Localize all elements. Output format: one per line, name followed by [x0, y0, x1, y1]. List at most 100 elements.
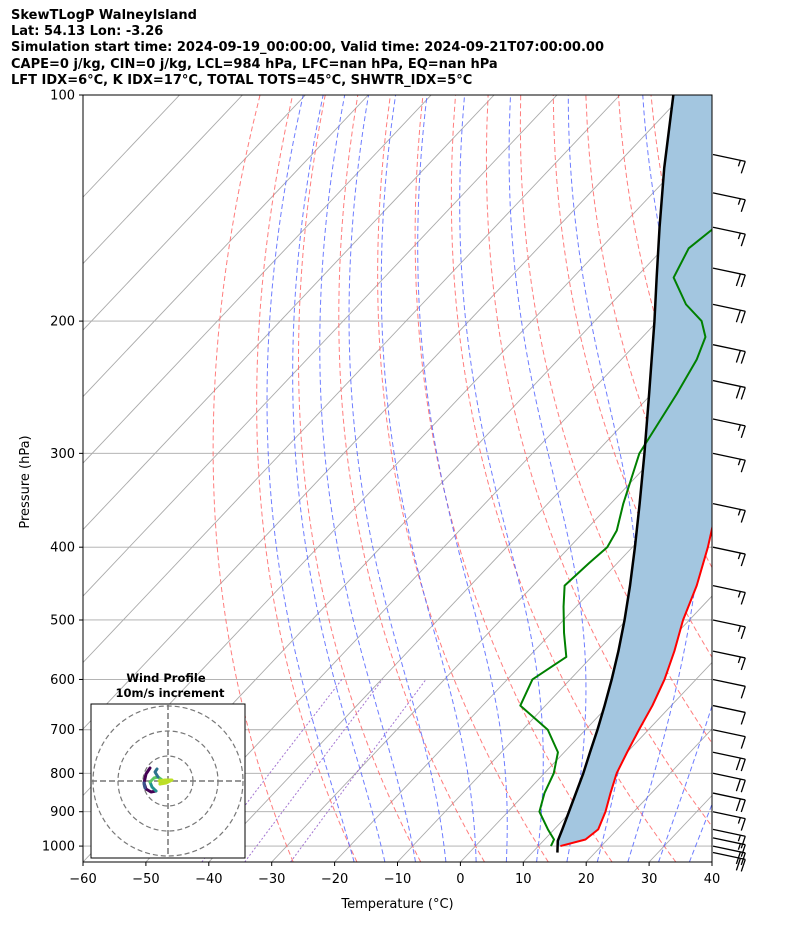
wind-barb-half-flag — [737, 424, 742, 432]
wind-barb — [712, 751, 746, 772]
isotherm-line — [83, 95, 369, 398]
wind-barb-staff — [712, 546, 746, 555]
x-tick-label: −60 — [69, 872, 96, 887]
wind-barb-flag — [740, 657, 746, 671]
wind-barb-staff — [712, 678, 746, 687]
inset-subtitle: 10m/s increment — [116, 686, 225, 700]
wind-barb — [712, 503, 746, 523]
isotherm-line — [585, 728, 712, 862]
wind-barb-staff — [712, 344, 746, 353]
wind-barb-half-flag — [737, 817, 742, 824]
isotherm-line — [145, 262, 712, 862]
isotherm-line — [711, 861, 712, 862]
isotherm-line — [83, 95, 558, 597]
wind-barb-flag — [740, 351, 746, 364]
y-tick-label: 800 — [50, 767, 75, 782]
wind-barb-staff — [712, 729, 746, 738]
wind-barb-flag — [740, 859, 746, 872]
wind-barb-flag — [740, 758, 746, 772]
wind-barb-staff — [712, 792, 746, 801]
wind-barb-flag — [740, 592, 746, 605]
wind-barb-staff — [712, 704, 746, 714]
wind-barb-staff — [712, 772, 746, 781]
wind-barb-staff — [712, 619, 746, 628]
x-axis-label: Temperature (°C) — [340, 897, 453, 912]
wind-barb-flag — [735, 386, 742, 399]
wind-barb-staff — [712, 503, 746, 512]
moist-adiabat-line — [688, 802, 712, 862]
isotherm-line — [83, 95, 684, 730]
x-tick-label: 30 — [641, 872, 658, 887]
wind-barb-flag — [740, 799, 746, 813]
wind-barb-flag — [740, 844, 746, 857]
inset-title: Wind Profile — [126, 671, 206, 685]
wind-barb-flag — [740, 425, 746, 439]
wind-barb-half-flag — [737, 625, 742, 633]
x-tick-label: 40 — [704, 872, 721, 887]
wind-barb-flag — [735, 858, 742, 871]
hodograph-segment — [142, 781, 147, 790]
x-tick-label: −40 — [195, 872, 222, 887]
moist-adiabat-line — [417, 95, 508, 862]
wind-barb-flag — [740, 553, 746, 567]
parcel-profile-line — [556, 95, 675, 853]
wind-barb-flag — [740, 199, 746, 212]
wind-barb-half-flag — [737, 232, 742, 240]
wind-barb-flag — [735, 350, 742, 363]
wind-barb — [712, 584, 746, 605]
x-tick-label: 0 — [456, 872, 464, 887]
chart-title: SkewTLogP WalneyIsland — [11, 8, 197, 23]
wind-barb-half-flag — [737, 843, 742, 850]
wind-barb-staff — [712, 650, 746, 659]
isotherm-line — [522, 661, 712, 862]
wind-barb — [712, 828, 746, 849]
x-tick-label: 10 — [515, 872, 532, 887]
wind-barb — [712, 619, 746, 640]
wind-barb-flag — [740, 712, 746, 725]
isotherm-line — [334, 462, 712, 862]
mixing-ratio-line — [201, 679, 343, 862]
wind-barb-flag — [740, 233, 746, 247]
y-tick-label: 1000 — [42, 840, 75, 855]
inset-plot — [91, 704, 245, 858]
wind-barb-half-flag — [737, 198, 742, 205]
isotherm-line — [83, 95, 495, 531]
wind-barb-staff — [712, 811, 746, 820]
dry-adiabat-line — [749, 95, 794, 862]
dry-adiabat-line — [212, 95, 294, 862]
wind-barb — [712, 452, 746, 473]
hodograph-segment — [153, 767, 160, 779]
wind-barb-flag — [735, 778, 742, 792]
moist-adiabat-line — [266, 95, 355, 862]
axis-ticks: −60 −50 −40 −30 −20 −10 0 10 20 30 40 100 200 300 400 5… — [42, 89, 720, 888]
wind-barb-staff — [712, 452, 746, 461]
wind-barb-staff — [712, 828, 746, 837]
wind-barb-flag — [740, 387, 746, 400]
dry-adiabat-line — [585, 95, 712, 569]
wind-barb-flag — [740, 686, 746, 699]
dry-adiabat-line — [298, 95, 422, 862]
wind-barb-flag — [740, 274, 746, 288]
dewpoint-profile-line — [519, 228, 712, 847]
wind-barb-half-flag — [737, 160, 742, 167]
wind-barb — [712, 811, 746, 831]
wind-barb-staff — [712, 226, 746, 235]
wind-barb-flag — [740, 460, 746, 473]
location-line: Lat: 54.13 Lon: -3.26 — [11, 24, 164, 40]
cin-shaded-area — [557, 95, 712, 847]
isotherm-line — [83, 95, 432, 464]
wind-barb — [712, 192, 746, 212]
wind-barb — [712, 153, 746, 174]
stability-indices-line: LFT IDX=6°C, K IDX=17°C, TOTAL TOTS=45°C… — [11, 72, 473, 88]
moist-adiabat-line — [292, 95, 386, 862]
wind-barb — [712, 546, 746, 567]
moist-adiabat-line — [658, 704, 712, 862]
wind-barb-flag — [735, 851, 742, 865]
dry-adiabat-line — [338, 95, 485, 862]
wind-barb — [712, 379, 746, 400]
wind-barb-flag — [740, 852, 746, 866]
wind-profile-inset: Wind Profile 10m/s increment — [90, 671, 246, 859]
wind-barb — [712, 837, 746, 857]
wind-barb — [712, 792, 746, 813]
